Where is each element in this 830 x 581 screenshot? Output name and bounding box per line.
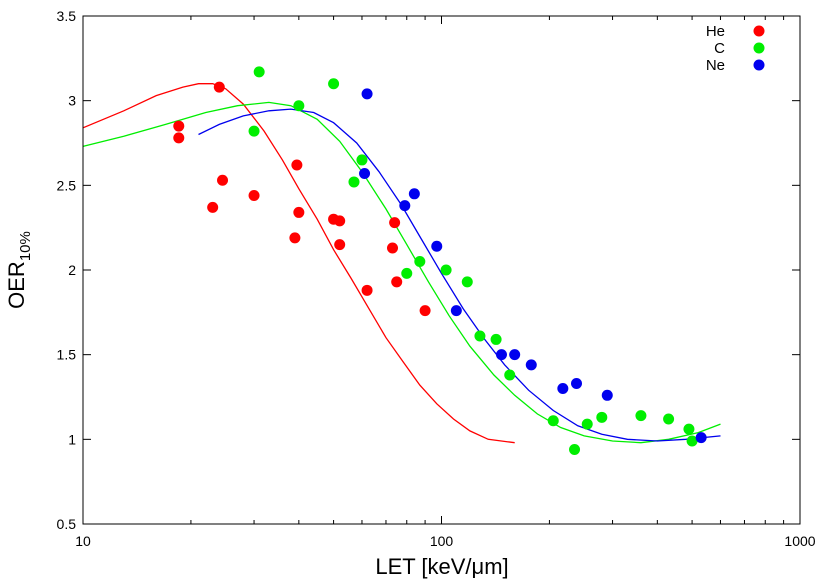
ne-point-6 [495, 349, 507, 361]
x-tick-label-2: 1000 [784, 533, 815, 549]
he-point-16 [419, 305, 431, 317]
c-point-5 [356, 154, 368, 166]
ne-point-3 [408, 188, 420, 200]
ne-point-4 [431, 240, 443, 252]
he-fit-curve [82, 83, 515, 444]
legend-marker-ne [753, 59, 765, 71]
y-axis-label-main: OER [4, 261, 29, 309]
c-point-9 [461, 276, 473, 288]
he-point-4 [217, 174, 229, 186]
c-point-12 [504, 369, 516, 381]
c-point-15 [581, 418, 593, 430]
he-point-8 [293, 206, 305, 218]
c-point-19 [683, 423, 695, 435]
y-axis-label: OER10% [4, 231, 34, 309]
he-point-1 [173, 132, 185, 144]
c-point-6 [401, 267, 413, 279]
y-tick-label-1: 1 [68, 431, 76, 447]
axis-ticks [82, 15, 801, 525]
ne-point-1 [361, 88, 373, 100]
legend-marker-he [753, 25, 765, 37]
he-point-2 [207, 201, 219, 213]
ne-point-10 [571, 377, 583, 389]
ne-point-8 [525, 359, 537, 371]
ne-fit-curve [198, 108, 721, 442]
ne-point-0 [359, 167, 371, 179]
y-axis-label-subscript: 10% [17, 231, 34, 261]
c-point-0 [248, 125, 260, 137]
he-point-12 [361, 284, 373, 296]
y-tick-label-2: 1.5 [57, 347, 77, 363]
he-point-11 [334, 239, 346, 251]
he-point-14 [389, 217, 401, 229]
y-tick-label-5: 3 [68, 93, 76, 109]
x-tick-label-1: 100 [430, 533, 454, 549]
he-point-0 [173, 120, 185, 132]
c-point-8 [440, 264, 452, 276]
legend-label-ne: Ne [706, 57, 725, 74]
x-tick-label-0: 10 [75, 533, 91, 549]
c-point-16 [596, 411, 608, 423]
he-point-13 [387, 242, 399, 254]
c-point-13 [547, 415, 559, 427]
legend-label-he: He [706, 23, 725, 40]
ne-point-7 [509, 349, 521, 361]
c-fit-curve [82, 101, 721, 444]
he-point-5 [248, 189, 260, 201]
data-points [173, 66, 707, 455]
ne-point-11 [601, 389, 613, 401]
fit-curves [82, 83, 721, 444]
he-point-10 [334, 215, 346, 227]
he-point-6 [289, 232, 301, 244]
c-point-11 [490, 333, 502, 345]
he-point-3 [213, 81, 225, 93]
c-point-1 [253, 66, 265, 78]
he-point-7 [291, 159, 303, 171]
c-point-2 [293, 100, 305, 112]
x-axis-label: LET [keV/μm] [375, 554, 508, 579]
c-point-7 [414, 256, 426, 268]
legend-label-c: C [714, 40, 725, 57]
c-point-18 [663, 413, 675, 425]
he-point-15 [391, 276, 403, 288]
y-tick-label-3: 2 [68, 262, 76, 278]
c-point-20 [686, 435, 698, 447]
y-tick-label-4: 2.5 [57, 177, 77, 193]
c-point-3 [328, 78, 340, 90]
legend-marker-c [753, 42, 765, 54]
ne-point-9 [557, 383, 569, 395]
ne-point-2 [399, 200, 411, 212]
y-tick-label-0: 0.5 [57, 516, 77, 532]
c-point-17 [635, 410, 647, 422]
ne-point-12 [695, 432, 707, 444]
y-tick-labels: 0.5 1 1.5 2 2.5 3 3.5 [57, 8, 77, 532]
ne-point-5 [450, 305, 462, 317]
c-point-4 [348, 176, 360, 188]
c-point-10 [474, 330, 486, 342]
c-point-14 [569, 443, 581, 455]
y-tick-label-6: 3.5 [57, 8, 77, 24]
x-tick-labels: 10 100 1000 [75, 533, 816, 549]
